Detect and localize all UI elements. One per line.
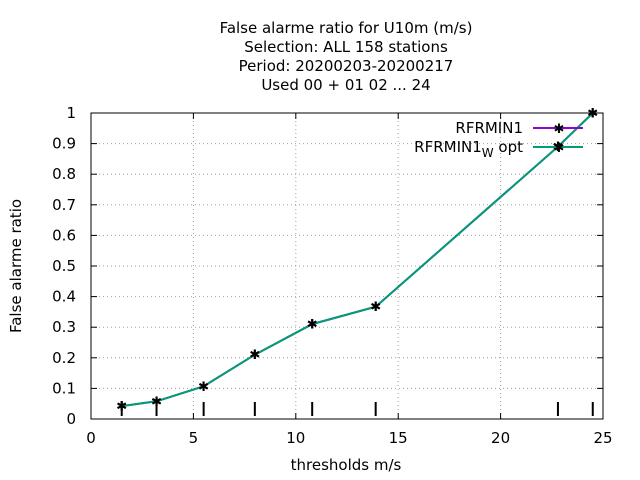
legend-label-1: RFRMIN1 — [455, 119, 523, 137]
legend: RFRMIN1 ✱ RFRMIN1W opt ✱ — [414, 119, 583, 160]
series-line-2 — [121, 112, 594, 408]
y-tick-label: 0 — [66, 410, 76, 428]
y-tick-label: 0.7 — [52, 196, 76, 214]
series-1-point: ✱ — [116, 400, 127, 415]
x-tick-label: 25 — [593, 429, 612, 447]
legend-label-2: RFRMIN1W opt — [414, 138, 523, 160]
series-2-point: ✱ — [198, 380, 209, 395]
y-tick-label: 1 — [66, 104, 76, 122]
legend-marker-1: ✱ — [554, 122, 565, 137]
legend-label-2-sub: W — [482, 146, 494, 160]
grid — [91, 113, 603, 419]
y-tick-label: 0.5 — [52, 257, 76, 275]
x-axis: 0 5 10 15 20 25 — [86, 113, 613, 447]
chart-title: False alarme ratio for U10m (m/s) Select… — [220, 19, 473, 94]
legend-label-2-suffix: opt — [494, 138, 523, 156]
x-tick-label: 20 — [491, 429, 510, 447]
legend-marker-2: ✱ — [554, 141, 565, 156]
x-tick-label: 15 — [389, 429, 408, 447]
y-tick-label: 0.6 — [52, 226, 76, 244]
series-2-point: ✱ — [370, 300, 381, 315]
y-tick-label: 0.2 — [52, 349, 76, 367]
y-tick-label: 0.9 — [52, 135, 76, 153]
y-tick-label: 0.3 — [52, 318, 76, 336]
title-line-4: Used 00 + 01 02 ... 24 — [261, 76, 430, 94]
title-line-2: Selection: ALL 158 stations — [244, 38, 448, 56]
title-line-1: False alarme ratio for U10m (m/s) — [220, 19, 473, 37]
y-axis: 0 0.1 0.2 0.3 0.4 0.5 0.6 0.7 0.8 0.9 1 — [52, 104, 603, 428]
x-tick-label: 5 — [189, 429, 199, 447]
title-line-3: Period: 20200203-20200217 — [239, 57, 454, 75]
series-2-point: ✱ — [151, 395, 162, 410]
series-2-point: ✱ — [307, 318, 318, 333]
x-axis-label: thresholds m/s — [291, 456, 402, 474]
y-axis-label: False alarme ratio — [7, 199, 25, 333]
legend-label-2-main: RFRMIN1 — [414, 138, 482, 156]
y-tick-label: 0.4 — [52, 288, 76, 306]
series-2-point: ✱ — [116, 400, 127, 415]
series-2-point: ✱ — [249, 348, 260, 363]
series-line-1 — [121, 112, 594, 408]
threshold-markers — [120, 402, 594, 416]
series-layer: ✱✱✱✱✱✱✱✱✱✱✱✱✱✱✱✱ — [116, 107, 598, 415]
series-2-point: ✱ — [587, 107, 598, 122]
y-tick-label: 0.1 — [52, 379, 76, 397]
x-tick-label: 0 — [86, 429, 96, 447]
y-tick-label: 0.8 — [52, 165, 76, 183]
x-tick-label: 10 — [286, 429, 305, 447]
